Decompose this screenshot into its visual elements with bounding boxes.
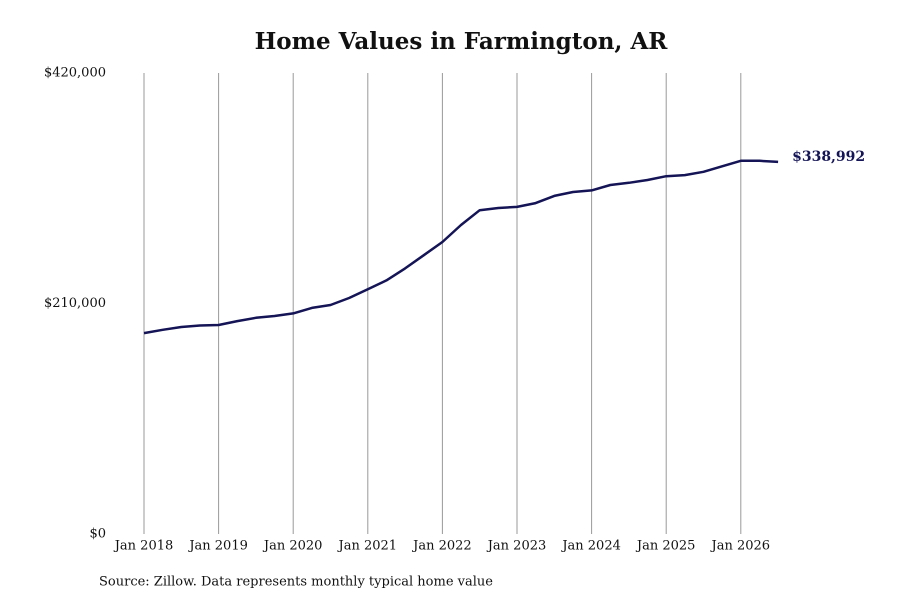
x-tick-label: Jan 2020 — [262, 539, 323, 554]
x-tick-label: Jan 2021 — [337, 539, 398, 554]
y-tick-label: $210,000 — [44, 296, 106, 311]
x-tick-label: Jan 2019 — [187, 539, 248, 554]
x-tick-label: Jan 2025 — [635, 539, 696, 554]
x-tick-label: Jan 2026 — [710, 539, 771, 554]
line — [143, 159, 779, 335]
chart-title: Home Values in Farmington, AR — [255, 28, 669, 55]
x-tick-label: Jan 2018 — [113, 539, 174, 554]
x-tick-label: Jan 2023 — [486, 539, 547, 554]
y-tick-label: $420,000 — [44, 66, 106, 81]
value-label: $338,992 — [792, 149, 865, 165]
x-tick-label: Jan 2022 — [411, 539, 472, 554]
x-tick-label: Jan 2024 — [560, 539, 621, 554]
source-note: Source: Zillow. Data represents monthly … — [99, 575, 493, 590]
y-tick-label: $0 — [89, 527, 106, 542]
